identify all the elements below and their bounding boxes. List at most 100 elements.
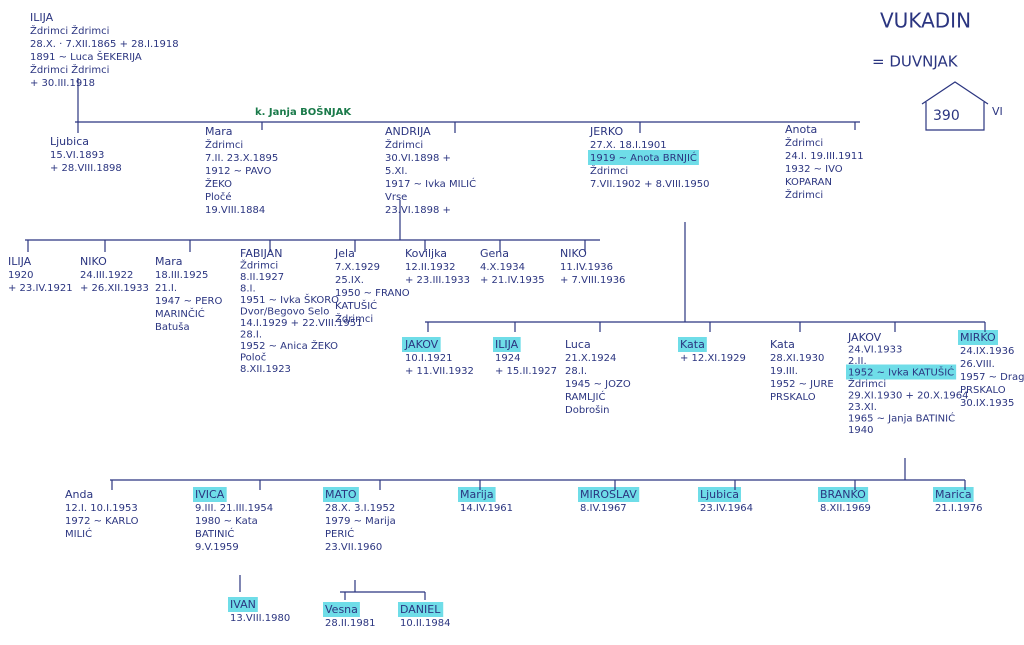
person-detail: 1952 ~ JURE [770, 379, 834, 390]
person-detail: PERIĆ [325, 527, 354, 540]
highlight [588, 150, 699, 165]
person-name: Ljubica [50, 135, 89, 148]
person-name: Mara [205, 125, 233, 138]
person-detail: PRSKALO [960, 385, 1006, 396]
person-detail: 23.IV.1964 [700, 503, 753, 514]
person-detail: 1952 ~ Anica ŽEKO [240, 339, 338, 352]
person-detail: 1957 ~ Dragica [960, 372, 1024, 383]
person-detail: 28.I. [240, 330, 262, 341]
person-name: JERKO [589, 125, 623, 138]
person-detail: Ždrimci [848, 377, 886, 390]
person-name: JAKOV [847, 331, 882, 344]
link [25, 200, 600, 252]
person-detail: 1951 ~ Ivka ŠKORO [240, 293, 339, 306]
person-name: Vesna [325, 603, 358, 616]
person-detail: ŽEKO [205, 177, 232, 190]
person-detail: 12.I. 10.I.1953 [65, 503, 138, 514]
person-detail: 23.VII.1960 [325, 542, 382, 553]
person-detail: Ždrimci [205, 138, 243, 151]
person-detail: 28.II.1981 [325, 618, 375, 629]
person-detail: 27.X. 18.I.1901 [590, 140, 667, 151]
person-detail: 5.XI. [385, 166, 408, 177]
person-detail: 23.XI. [848, 402, 877, 413]
person-name: Jela [334, 247, 355, 260]
highlight [698, 487, 741, 502]
person-detail: + 28.VIII.1898 [50, 163, 122, 174]
person-detail: + 11.VII.1932 [405, 366, 474, 377]
person-name: NIKO [80, 255, 107, 268]
person-detail: Ždrimci [385, 138, 423, 151]
person-detail: 7.II. 23.X.1895 [205, 153, 278, 164]
person-detail: 1917 ~ Ivka MILIĆ [385, 177, 476, 190]
person-detail: 1932 ~ IVO [785, 164, 843, 175]
person-detail: + 23.III.1933 [405, 275, 470, 286]
person-name: Marija [460, 488, 494, 501]
person-detail: 14.IV.1961 [460, 503, 513, 514]
person-detail: 15.VI.1893 [50, 150, 104, 161]
highlight [398, 602, 444, 617]
person-detail: 30.IX.1935 [960, 398, 1014, 409]
person-detail: 8.I. [240, 284, 256, 295]
highlights [193, 150, 998, 617]
person-detail: KOPARAN [785, 177, 832, 188]
person-detail: 14.I.1929 + 22.VIII.1951 [240, 318, 362, 329]
person-name: IVICA [195, 488, 225, 501]
highlight [493, 337, 521, 352]
person-detail: 12.II.1932 [405, 262, 455, 273]
person-name: ILIJA [30, 11, 54, 24]
person-detail: 24.I. 19.III.1911 [785, 151, 864, 162]
person-detail: 1980 ~ Kata [195, 516, 258, 527]
person-detail: 8.IV.1967 [580, 503, 627, 514]
person-detail: + 7.VIII.1936 [560, 275, 625, 286]
house-icon [921, 81, 989, 131]
person-detail: 1950 ~ FRANO [335, 288, 410, 299]
person-detail: 26.VIII. [960, 359, 995, 370]
person-name: Kata [680, 338, 705, 351]
highlight [933, 487, 974, 502]
person-detail: 18.III.1925 [155, 270, 208, 281]
links [25, 78, 989, 600]
person-detail: 29.XI.1930 + 20.X.1964 [848, 391, 968, 402]
place: = DUVNJAK [872, 53, 959, 71]
person-name: Koviljka [405, 247, 447, 260]
highlight [193, 487, 227, 502]
person-detail: 9.V.1959 [195, 542, 239, 553]
person-detail: 24.III.1922 [80, 270, 133, 281]
person-detail: 21.I.1976 [935, 503, 982, 514]
person-detail: 28.X. · 7.XII.1865 + 28.I.1918 [30, 39, 179, 50]
person-name: MATO [325, 488, 357, 501]
person-detail: Batuša [155, 321, 190, 333]
person-detail: 4.X.1934 [480, 262, 525, 273]
person-detail: 23.VI.1898 + [385, 205, 451, 216]
person-detail: + 12.XI.1929 [680, 353, 746, 364]
person-detail: Dvor/Begovo Selo [240, 307, 329, 318]
person-name: Mara [155, 255, 183, 268]
person-detail: 28.I. [565, 366, 587, 377]
person-name: Luca [565, 338, 591, 351]
person-detail: 1912 ~ PAVO [205, 166, 271, 177]
person-detail: 25.IX. [335, 275, 364, 286]
person-name: DANIEL [400, 603, 441, 616]
person-detail: 8.XII.1923 [240, 364, 291, 375]
highlight [678, 337, 707, 352]
highlight [958, 330, 998, 345]
person-detail: + 21.IV.1935 [480, 275, 545, 286]
person-detail: 9.III. 21.III.1954 [195, 503, 273, 514]
person-detail: 7.X.1929 [335, 262, 380, 273]
person-detail: 24.IX.1936 [960, 346, 1014, 357]
person-detail: 1919 ~ Anota BRNJIĆ [590, 151, 697, 164]
highlight [818, 487, 869, 502]
person-name: Marica [935, 488, 972, 501]
annotation: k. Janja BOŠNJAK [255, 105, 352, 118]
person-detail: KATUŠIĆ [335, 299, 377, 312]
person-detail: BATINIĆ [195, 527, 234, 540]
highlight [228, 597, 258, 612]
person-detail: 7.VII.1902 + 8.VIII.1950 [590, 179, 710, 190]
person-name: Kata [770, 338, 795, 351]
person-detail: 1920 [8, 270, 33, 281]
person-name: ILIJA [8, 255, 32, 268]
highlight [402, 337, 441, 352]
person-detail: MILIĆ [65, 527, 92, 540]
person-detail: Dobrošin [565, 404, 610, 416]
person-detail: 1947 ~ PERO [155, 296, 222, 307]
